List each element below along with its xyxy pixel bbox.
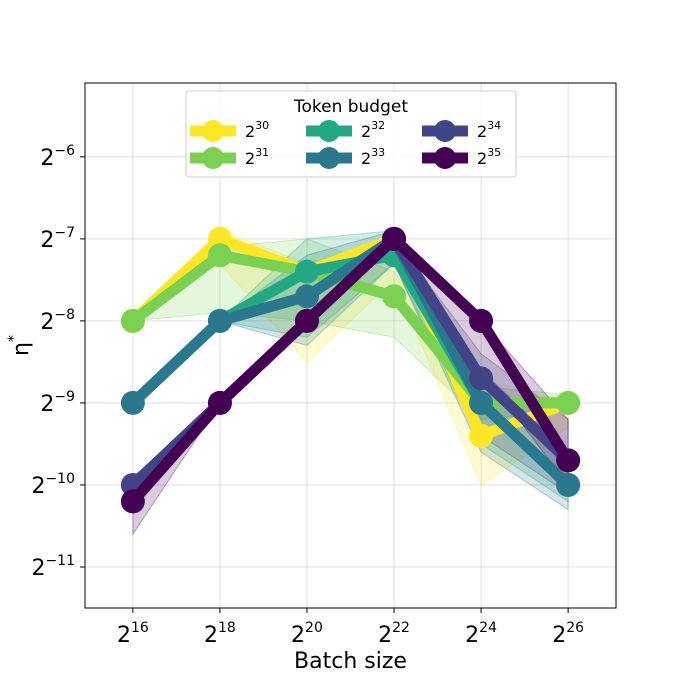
x-tick-label: 226 xyxy=(552,620,584,648)
x-tick-base: 2 xyxy=(291,623,305,648)
series-point-32 xyxy=(294,259,319,284)
legend-entry-exp: 30 xyxy=(255,119,269,132)
legend-entry-exp: 31 xyxy=(255,146,269,159)
y-tick-label: 2−10 xyxy=(31,471,75,499)
series-point-33 xyxy=(469,390,494,415)
series-point-34 xyxy=(469,366,494,391)
legend-entry-exp: 33 xyxy=(371,146,385,159)
series-point-30 xyxy=(207,226,232,251)
x-axis-ticks: 216 218 220 222 224 226 xyxy=(117,608,584,648)
series-point-31 xyxy=(556,390,581,415)
x-tick-exp: 16 xyxy=(131,620,149,636)
legend-swatch-marker-33 xyxy=(318,147,340,169)
legend-swatch-marker-30 xyxy=(202,120,224,142)
legend-entry-label: 235 xyxy=(477,146,501,168)
legend-entry-label: 231 xyxy=(245,146,269,168)
x-tick-exp: 22 xyxy=(392,620,410,636)
x-tick-base: 2 xyxy=(465,623,479,648)
y-tick-exp: −8 xyxy=(54,307,75,323)
y-tick-label: 2−11 xyxy=(31,553,75,581)
y-axis-label: η* xyxy=(6,335,34,356)
series-point-33 xyxy=(207,308,232,333)
legend-entry-base: 2 xyxy=(245,122,255,141)
y-tick-label: 2−9 xyxy=(40,389,75,417)
x-tick-base: 2 xyxy=(552,623,566,648)
x-tick-label: 220 xyxy=(291,620,323,648)
y-tick-base: 2 xyxy=(40,228,54,253)
legend-entry-exp: 35 xyxy=(487,146,501,159)
legend-entry-exp: 32 xyxy=(371,119,385,132)
series-point-35 xyxy=(294,308,319,333)
series-point-35 xyxy=(207,390,232,415)
y-axis-ticks: 2−62−72−82−92−102−11 xyxy=(31,143,85,581)
x-tick-base: 2 xyxy=(117,623,131,648)
x-tick-exp: 26 xyxy=(566,620,584,636)
legend-swatch-marker-35 xyxy=(434,147,456,169)
series-point-30 xyxy=(469,423,494,448)
y-axis-label-base: η xyxy=(9,342,34,356)
y-tick-base: 2 xyxy=(40,310,54,335)
x-tick-base: 2 xyxy=(204,623,218,648)
series-point-35 xyxy=(382,226,407,251)
y-tick-exp: −6 xyxy=(54,143,75,159)
series-line-35 xyxy=(127,233,574,507)
x-tick-label: 222 xyxy=(378,620,410,648)
legend-swatch-marker-32 xyxy=(318,120,340,142)
legend-entry-base: 2 xyxy=(361,149,371,168)
legend-entry-label: 232 xyxy=(361,119,385,141)
y-tick-base: 2 xyxy=(40,146,54,171)
y-tick-label: 2−7 xyxy=(40,225,75,253)
y-tick-exp: −7 xyxy=(54,225,75,241)
y-tick-exp: −9 xyxy=(54,389,75,405)
series-point-31 xyxy=(382,284,407,309)
x-tick-label: 224 xyxy=(465,620,497,648)
y-tick-base: 2 xyxy=(31,474,45,499)
y-tick-base: 2 xyxy=(31,556,45,581)
y-tick-label: 2−6 xyxy=(40,143,75,171)
series-lines xyxy=(120,226,581,514)
legend-swatch-marker-31 xyxy=(202,147,224,169)
legend-entry-exp: 34 xyxy=(487,119,501,132)
series-line-30 xyxy=(127,233,574,442)
x-axis-label: Batch size xyxy=(294,649,407,674)
x-tick-label: 216 xyxy=(117,620,149,648)
legend-entry-base: 2 xyxy=(477,149,487,168)
series-point-31 xyxy=(120,308,145,333)
x-tick-base: 2 xyxy=(378,623,392,648)
x-tick-exp: 18 xyxy=(218,620,236,636)
y-axis-label-sup: * xyxy=(6,335,22,342)
y-tick-base: 2 xyxy=(40,392,54,417)
legend-entry-label: 233 xyxy=(361,146,385,168)
series-point-33 xyxy=(294,284,319,309)
series-point-33 xyxy=(120,390,145,415)
series-point-33 xyxy=(556,472,581,497)
series-point-35 xyxy=(120,489,145,514)
legend-entry-label: 230 xyxy=(245,119,269,141)
legend-entry-base: 2 xyxy=(477,122,487,141)
plot-frame xyxy=(84,82,617,609)
series-line-33 xyxy=(127,233,574,491)
legend-swatch-marker-34 xyxy=(434,120,456,142)
legend-entry-base: 2 xyxy=(245,149,255,168)
legend-entry-base: 2 xyxy=(361,122,371,141)
x-tick-exp: 24 xyxy=(479,620,497,636)
series-point-35 xyxy=(556,448,581,473)
x-tick-label: 218 xyxy=(204,620,236,648)
legend-title: Token budget xyxy=(293,97,408,117)
series-point-35 xyxy=(469,308,494,333)
legend-entry-label: 234 xyxy=(477,119,501,141)
y-tick-label: 2−8 xyxy=(40,307,75,335)
y-tick-exp: −10 xyxy=(45,471,75,487)
y-tick-exp: −11 xyxy=(45,553,75,569)
x-tick-exp: 20 xyxy=(305,620,323,636)
series-point-31 xyxy=(207,243,232,268)
